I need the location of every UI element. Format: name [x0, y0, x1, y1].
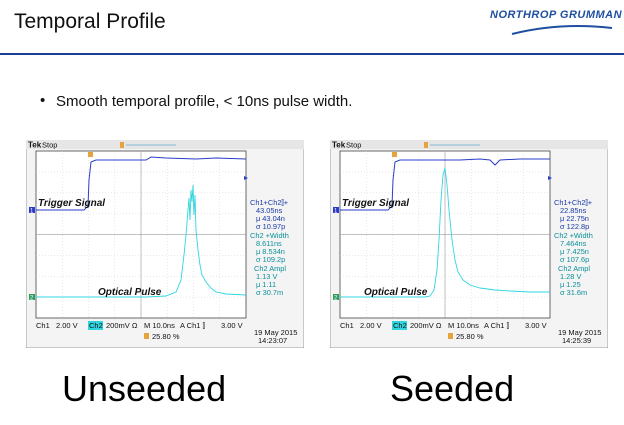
optical-pulse-label: Optical Pulse: [98, 287, 162, 298]
trigger-signal-label: Trigger Signal: [38, 198, 105, 209]
scope-screen: [339, 150, 551, 319]
ch1-status: Ch1: [340, 321, 354, 330]
trigger-level-marker: [244, 176, 248, 180]
date: 19 May 2015: [254, 328, 297, 337]
ch1-scale: 2.00 V: [360, 321, 382, 330]
readout-line: μ 7.425n: [560, 247, 589, 256]
scope-screenshot-unseeded: Tek Stop 1 2 Trigger Signal Optical Puls…: [26, 140, 304, 348]
trigger-position-marker: [424, 142, 428, 148]
trigger-marker: [392, 152, 397, 157]
ch2-scale: 200mV Ω: [410, 321, 442, 330]
measurement-readout: Ch1+Ch2⫿+ 43.05ns μ 43.04n σ 10.97p Ch2 …: [250, 198, 289, 297]
trigger-position: 25.80 %: [152, 332, 180, 341]
readout-line: μ 22.75n: [560, 214, 589, 223]
trigger-position: 25.80 %: [456, 332, 484, 341]
ch1-marker: [29, 207, 35, 213]
ch1-trace: [340, 158, 550, 211]
title-divider: [0, 53, 624, 55]
ch2-status: Ch2: [89, 321, 103, 330]
ch2-marker-label: 2: [30, 296, 34, 302]
readout-line: σ 109.2p: [256, 255, 285, 264]
date: 19 May 2015: [558, 328, 601, 337]
ch1-marker-label: 1: [334, 209, 338, 215]
ch2-status-highlight: [88, 321, 103, 330]
readout-line: σ 107.6p: [560, 255, 589, 264]
ch2-marker: [333, 294, 339, 300]
trigger-position-icon: [144, 333, 149, 339]
readout-line: σ 31.6m: [560, 288, 587, 297]
trigger-position-icon: [448, 333, 453, 339]
readout-line: Ch1+Ch2⫿+: [250, 198, 288, 207]
readout-line: σ 122.8p: [560, 222, 589, 231]
ch1-status: Ch1: [36, 321, 50, 330]
tek-logo: Tek: [28, 141, 42, 150]
readout-line: Ch1+Ch2⫿+: [554, 198, 592, 207]
scope-status-bar: Ch1 2.00 V Ch2 200mV Ω M 10.0ns A Ch1 ⫿ …: [36, 321, 297, 345]
measurement-readout: Ch1+Ch2⫿+ 22.85ns μ 22.75n σ 122.8p Ch2 …: [554, 198, 593, 297]
readout-line: Ch2 Ampl: [254, 264, 286, 273]
ch2-trace: [340, 167, 550, 298]
ch2-status: Ch2: [393, 321, 407, 330]
ch1-marker-label: 1: [30, 209, 34, 215]
trigger-level-marker: [548, 176, 552, 180]
readout-line: σ 10.97p: [256, 222, 285, 231]
scope-screen: [35, 150, 247, 319]
ch2-trace: [36, 184, 247, 298]
readout-line: μ 43.04n: [256, 214, 285, 223]
optical-pulse-label: Optical Pulse: [364, 287, 428, 298]
readout-line: Ch2 +Width: [554, 231, 593, 240]
slide-title: Temporal Profile: [14, 10, 166, 33]
timebase: M 10.0ns: [448, 321, 479, 330]
run-state: Stop: [346, 141, 361, 150]
trigger-position-marker: [120, 142, 124, 148]
ch2-scale: 200mV Ω: [106, 321, 138, 330]
trigger-level: 3.00 V: [525, 321, 547, 330]
scope-status-bar: Ch1 2.00 V Ch2 200mV Ω M 10.0ns A Ch1 ⫿ …: [340, 321, 601, 345]
bullet-text: Smooth temporal profile, < 10ns pulse wi…: [56, 93, 353, 110]
readout-line: 1.13 V: [256, 272, 277, 281]
logo-text: NORTHROP GRUMMAN: [490, 9, 623, 21]
scope-screenshot-seeded: Tek Stop 1 2 Trigger Signal Optical Puls…: [330, 140, 608, 348]
northrop-grumman-logo: [511, 25, 613, 35]
ch2-marker: [29, 294, 35, 300]
run-state: Stop: [42, 141, 57, 150]
trigger-source: A Ch1 ⫿: [484, 321, 510, 330]
readout-line: μ 8.534n: [256, 247, 285, 256]
readout-line: 1.28 V: [560, 272, 581, 281]
readout-line: 22.85ns: [560, 206, 587, 215]
ch1-scale: 2.00 V: [56, 321, 78, 330]
ch1-trace: [36, 156, 247, 211]
trigger-level: 3.00 V: [221, 321, 243, 330]
readout-line: σ 30.7m: [256, 288, 283, 297]
readout-line: μ 1.25: [560, 280, 581, 289]
readout-line: 8.611ns: [256, 239, 282, 248]
caption-unseeded: Unseeded: [62, 368, 227, 409]
clock: 14:23:07: [258, 336, 287, 345]
trigger-marker: [88, 152, 93, 157]
trigger-source: A Ch1 ⫿: [180, 321, 206, 330]
bullet-marker: •: [40, 92, 46, 109]
caption-seeded: Seeded: [390, 368, 515, 409]
ch2-marker-label: 2: [334, 296, 338, 302]
timebase: M 10.0ns: [144, 321, 175, 330]
ch2-status-highlight: [392, 321, 407, 330]
clock: 14:25:39: [562, 336, 591, 345]
trigger-signal-label: Trigger Signal: [342, 198, 409, 209]
readout-line: 43.05ns: [256, 206, 283, 215]
readout-line: Ch2 +Width: [250, 231, 289, 240]
readout-line: μ 1.11: [256, 280, 276, 289]
ch1-marker: [333, 207, 339, 213]
tek-logo: Tek: [332, 141, 346, 150]
readout-line: 7.464ns: [560, 239, 587, 248]
readout-line: Ch2 Ampl: [558, 264, 590, 273]
